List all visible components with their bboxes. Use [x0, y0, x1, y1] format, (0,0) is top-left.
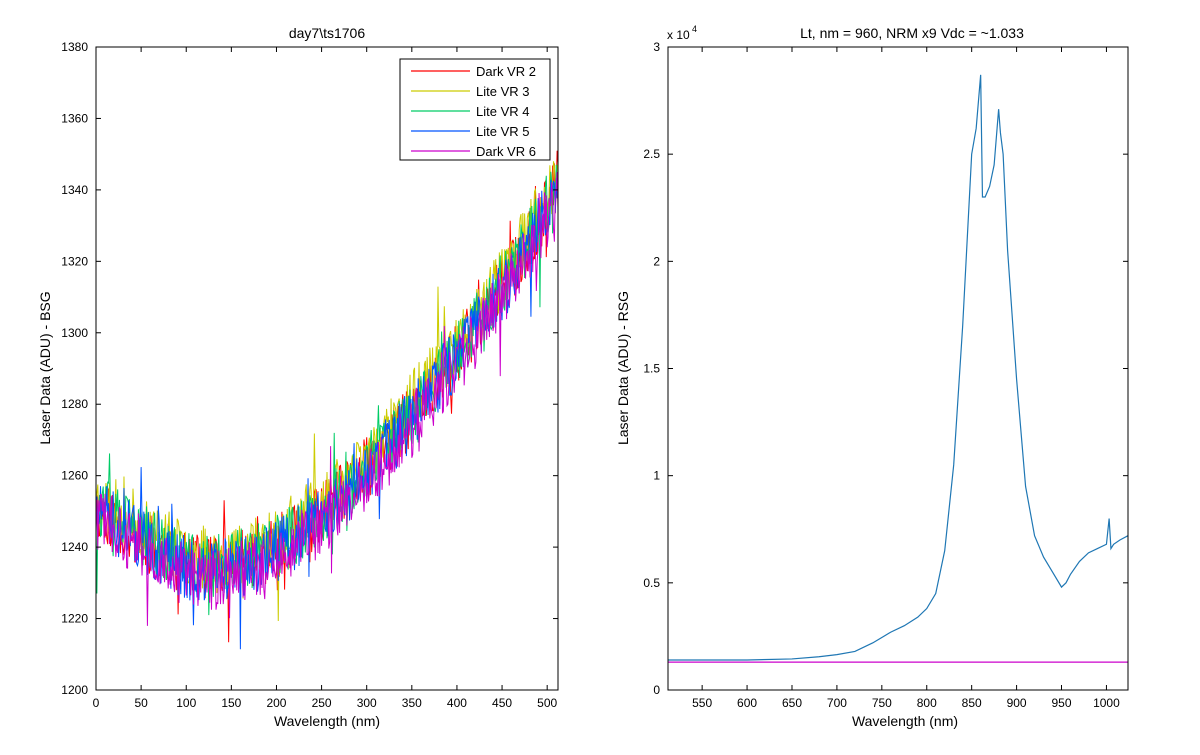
- left-y-tick-label: 1280: [61, 397, 88, 411]
- right-chart: Lt, nm = 960, NRM x9 Vdc = ~1.033 x 10 4…: [615, 24, 1129, 729]
- right-x-tick-label: 1000: [1093, 696, 1120, 710]
- right-chart-title: Lt, nm = 960, NRM x9 Vdc = ~1.033: [800, 25, 1024, 41]
- right-y-tick-label: 1: [653, 469, 660, 483]
- left-x-tick-label: 350: [402, 696, 422, 710]
- right-y-axis-title: Laser Data (ADU) - RSG: [615, 291, 631, 445]
- right-y-tick-label: 0.5: [643, 576, 660, 590]
- right-y-exponent-label: x 10: [667, 28, 690, 42]
- right-x-tick-label: 800: [917, 696, 937, 710]
- left-x-tick-label: 250: [312, 696, 332, 710]
- left-ticks: 0 50 100 150 200 250 300 350 400 450 500 1200 1220 12…: [61, 40, 558, 710]
- right-x-tick-label: 950: [1052, 696, 1072, 710]
- legend-label: Lite VR 5: [476, 124, 529, 139]
- left-x-tick-label: 300: [357, 696, 377, 710]
- right-y-tick-label: 0: [653, 683, 660, 697]
- legend-entries: Dark VR 2 Lite VR 3 Lite VR 4 Lite VR 5 Dark…: [411, 64, 536, 159]
- right-x-tick-label: 900: [1007, 696, 1027, 710]
- legend-label: Lite VR 3: [476, 84, 529, 99]
- right-x-tick-label: 650: [782, 696, 802, 710]
- left-y-tick-label: 1380: [61, 40, 88, 54]
- right-y-tick-label: 2.5: [643, 147, 660, 161]
- left-y-tick-label: 1320: [61, 254, 88, 268]
- left-x-axis-title: Wavelength (nm): [274, 713, 380, 729]
- left-x-tick-label: 200: [266, 696, 286, 710]
- right-x-tick-label: 850: [962, 696, 982, 710]
- left-y-tick-label: 1340: [61, 183, 88, 197]
- legend-label: Dark VR 6: [476, 144, 536, 159]
- left-y-tick-label: 1300: [61, 326, 88, 340]
- right-series-layer: [668, 74, 1129, 663]
- left-x-tick-label: 500: [537, 696, 557, 710]
- right-x-axis-title: Wavelength (nm): [852, 713, 958, 729]
- right-y-tick-label: 2: [653, 254, 660, 268]
- series-line-dark-vr-6: [95, 172, 559, 626]
- left-y-tick-label: 1260: [61, 469, 88, 483]
- left-axes-box: [95, 46, 559, 691]
- right-y-tick-label: 3: [653, 40, 660, 54]
- left-x-tick-label: 0: [93, 696, 100, 710]
- right-x-tick-label: 750: [872, 696, 892, 710]
- right-ticks: 550 600 650 700 750 800 850 900 950 1000 0 0.5 1 1.5 2…: [643, 40, 1128, 710]
- series-line-lite: [668, 74, 1129, 661]
- left-y-tick-label: 1360: [61, 111, 88, 125]
- left-y-axis-title: Laser Data (ADU) - BSG: [37, 291, 53, 444]
- left-legend: Dark VR 2 Lite VR 3 Lite VR 4 Lite VR 5 Dark…: [399, 58, 551, 161]
- series-line-lite-vr-5: [95, 168, 559, 650]
- right-x-tick-label: 700: [827, 696, 847, 710]
- left-x-tick-label: 50: [134, 696, 148, 710]
- left-x-tick-label: 400: [447, 696, 467, 710]
- legend-label: Dark VR 2: [476, 64, 536, 79]
- left-chart: day7\ts1706 0 50 100 150 200 250 300 350 400 450 5…: [37, 25, 559, 729]
- left-y-tick-label: 1220: [61, 612, 88, 626]
- left-x-tick-label: 100: [176, 696, 196, 710]
- right-x-tick-label: 600: [737, 696, 757, 710]
- legend-box: [399, 58, 551, 161]
- legend-label: Lite VR 4: [476, 104, 529, 119]
- left-x-tick-label: 150: [221, 696, 241, 710]
- right-axes-box: [667, 46, 1129, 691]
- right-y-tick-label: 1.5: [643, 362, 660, 376]
- left-y-tick-label: 1240: [61, 540, 88, 554]
- right-x-tick-label: 550: [692, 696, 712, 710]
- left-series-layer: [95, 150, 559, 650]
- left-y-tick-label: 1200: [61, 683, 88, 697]
- left-chart-title: day7\ts1706: [289, 25, 365, 41]
- left-x-tick-label: 450: [492, 696, 512, 710]
- right-y-exponent-power: 4: [692, 24, 697, 34]
